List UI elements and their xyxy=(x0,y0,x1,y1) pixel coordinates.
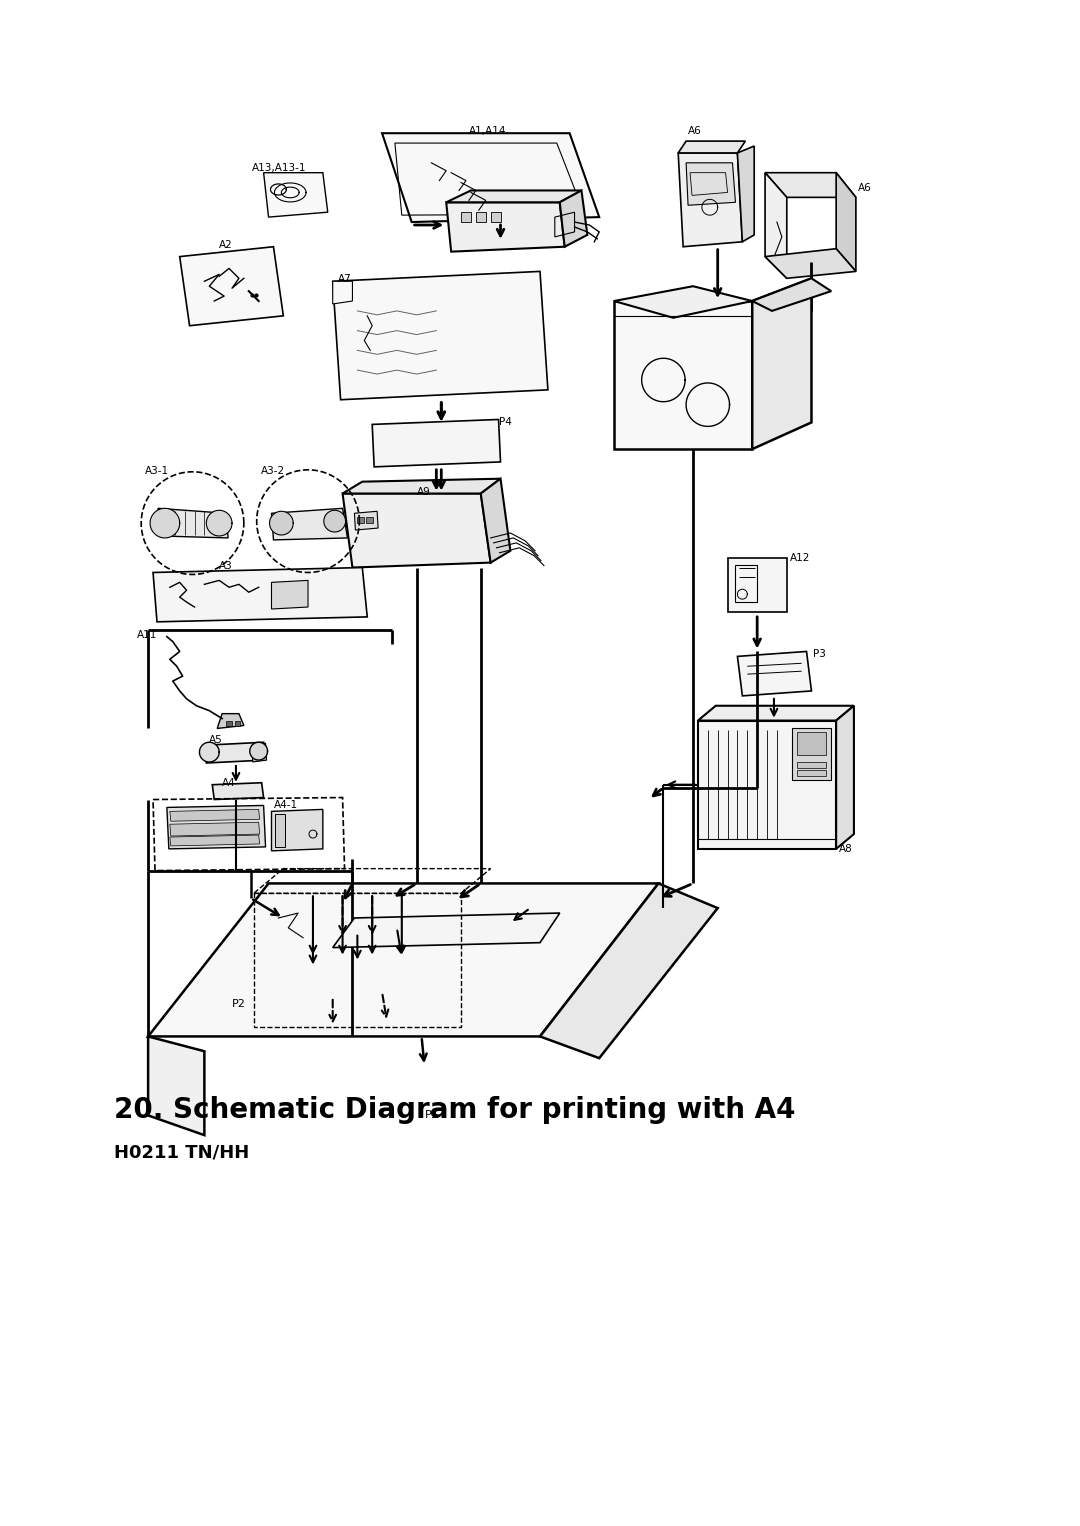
Text: P3: P3 xyxy=(813,650,826,659)
Polygon shape xyxy=(446,191,581,203)
Polygon shape xyxy=(698,705,854,720)
Polygon shape xyxy=(728,557,787,612)
Polygon shape xyxy=(476,212,486,223)
Polygon shape xyxy=(148,1036,204,1135)
Polygon shape xyxy=(249,742,268,760)
Polygon shape xyxy=(179,247,283,325)
Text: H0211 TN/HH: H0211 TN/HH xyxy=(113,1143,248,1161)
Text: A9: A9 xyxy=(417,487,430,496)
Polygon shape xyxy=(270,511,293,536)
Polygon shape xyxy=(206,510,232,536)
Text: P4: P4 xyxy=(499,417,512,426)
Polygon shape xyxy=(678,153,742,247)
Polygon shape xyxy=(366,517,374,523)
Polygon shape xyxy=(373,420,500,467)
Polygon shape xyxy=(540,884,718,1058)
Polygon shape xyxy=(235,720,240,726)
Polygon shape xyxy=(271,580,308,609)
Polygon shape xyxy=(698,720,836,848)
Polygon shape xyxy=(167,806,266,848)
Polygon shape xyxy=(153,568,367,621)
Text: A7: A7 xyxy=(338,275,351,284)
Polygon shape xyxy=(264,172,327,217)
Text: A3-2: A3-2 xyxy=(260,465,285,476)
Polygon shape xyxy=(738,146,754,241)
Polygon shape xyxy=(150,508,179,539)
Polygon shape xyxy=(615,301,753,449)
Polygon shape xyxy=(333,913,559,948)
Polygon shape xyxy=(271,508,348,540)
Polygon shape xyxy=(275,815,285,847)
Polygon shape xyxy=(342,479,500,493)
Polygon shape xyxy=(170,823,259,836)
Polygon shape xyxy=(446,203,565,252)
Polygon shape xyxy=(765,172,787,278)
Polygon shape xyxy=(342,493,490,568)
Polygon shape xyxy=(765,249,855,278)
Polygon shape xyxy=(797,732,826,755)
Polygon shape xyxy=(333,272,548,400)
Polygon shape xyxy=(490,212,500,223)
Polygon shape xyxy=(357,517,364,523)
Text: A1,A14: A1,A14 xyxy=(469,127,507,136)
Polygon shape xyxy=(753,278,832,311)
Polygon shape xyxy=(481,479,511,563)
Text: A3: A3 xyxy=(219,560,233,571)
Polygon shape xyxy=(217,714,244,728)
Polygon shape xyxy=(686,163,735,206)
Text: P1: P1 xyxy=(424,1111,438,1120)
Polygon shape xyxy=(252,743,267,761)
Text: A4: A4 xyxy=(222,778,235,787)
Polygon shape xyxy=(271,809,323,852)
Text: A8: A8 xyxy=(839,844,853,855)
Polygon shape xyxy=(797,771,826,775)
Polygon shape xyxy=(170,835,259,845)
Polygon shape xyxy=(678,140,745,153)
Text: A6: A6 xyxy=(688,127,702,136)
Polygon shape xyxy=(738,652,811,696)
Text: A4-1: A4-1 xyxy=(273,800,298,809)
Polygon shape xyxy=(354,511,378,530)
Text: 20. Schematic Diagram for printing with A4: 20. Schematic Diagram for printing with … xyxy=(113,1096,795,1123)
Text: A12: A12 xyxy=(789,552,810,563)
Polygon shape xyxy=(753,278,811,449)
Polygon shape xyxy=(148,884,659,1036)
Text: A3-1: A3-1 xyxy=(145,465,170,476)
Polygon shape xyxy=(204,742,266,763)
Polygon shape xyxy=(324,510,346,533)
Polygon shape xyxy=(213,783,264,800)
Text: A5: A5 xyxy=(210,736,224,745)
Polygon shape xyxy=(836,172,855,272)
Polygon shape xyxy=(333,281,352,304)
Polygon shape xyxy=(461,212,471,223)
Polygon shape xyxy=(226,720,232,726)
Polygon shape xyxy=(559,191,588,247)
Polygon shape xyxy=(158,508,228,539)
Polygon shape xyxy=(765,172,855,197)
Text: A2: A2 xyxy=(219,240,233,250)
Polygon shape xyxy=(615,287,753,317)
Polygon shape xyxy=(170,809,259,821)
Text: A11: A11 xyxy=(137,630,158,639)
Text: A13,A13-1: A13,A13-1 xyxy=(252,163,307,172)
Polygon shape xyxy=(797,761,826,768)
Text: A6: A6 xyxy=(858,183,872,192)
Polygon shape xyxy=(792,728,832,780)
Polygon shape xyxy=(200,742,219,761)
Polygon shape xyxy=(382,133,599,223)
Text: P2: P2 xyxy=(232,1000,246,1009)
Polygon shape xyxy=(836,705,854,848)
